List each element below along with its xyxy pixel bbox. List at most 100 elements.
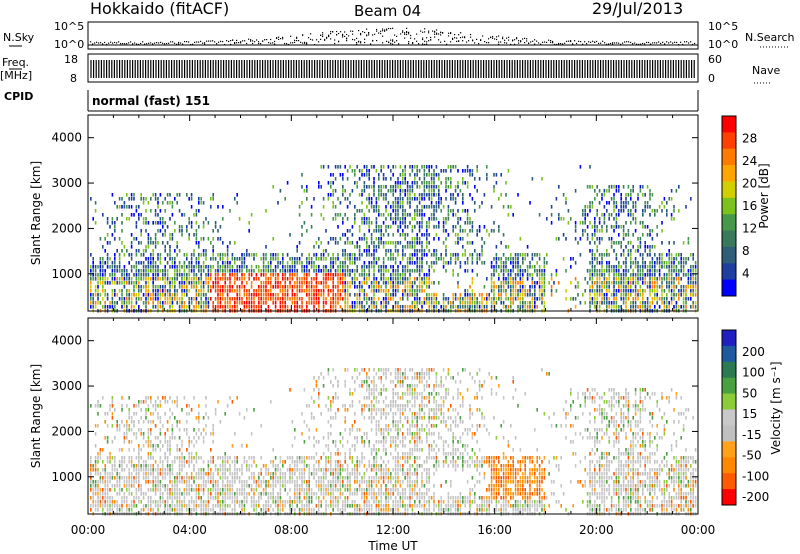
echo-cell: [390, 265, 392, 269]
noise-point: [220, 40, 222, 42]
echo-cell: [282, 253, 284, 257]
echo-cell: [423, 213, 426, 217]
echo-cell: [334, 269, 337, 273]
echo-cell: [188, 297, 190, 301]
echo-cell: [224, 305, 226, 309]
echo-cell: [234, 273, 236, 277]
echo-cell: [634, 293, 637, 297]
echo-cell: [214, 221, 217, 225]
echo-cell: [615, 221, 618, 225]
echo-cell: [375, 209, 378, 213]
echo-cell: [512, 213, 514, 217]
echo-cell: [97, 273, 99, 277]
echo-cell: [363, 293, 366, 297]
noise-point: [376, 30, 378, 32]
echo-cell: [332, 189, 334, 193]
echo-cell: [646, 281, 649, 285]
noise-point: [396, 35, 398, 37]
echo-cell: [270, 297, 272, 301]
echo-cell: [342, 217, 344, 221]
echo-cell: [634, 297, 637, 301]
echo-cell: [536, 253, 538, 257]
echo-cell: [114, 225, 116, 229]
echo-cell: [651, 257, 654, 261]
echo-cell: [142, 504, 145, 508]
echo-cell: [142, 476, 145, 480]
echo-cell: [526, 277, 529, 281]
echo-cell: [97, 400, 99, 404]
echo-cell: [368, 185, 370, 189]
echo-cell: [128, 412, 130, 416]
echo-cell: [202, 269, 205, 273]
echo-cell: [493, 185, 495, 189]
echo-cell: [188, 237, 190, 241]
echo-cell: [236, 285, 238, 289]
echo-cell: [414, 281, 416, 285]
echo-cell: [339, 297, 342, 301]
echo-cell: [106, 233, 109, 237]
echo-cell: [142, 217, 145, 221]
echo-cell: [140, 416, 142, 420]
noise-point: [204, 43, 206, 45]
echo-cell: [111, 281, 114, 285]
echo-cell: [99, 492, 102, 496]
echo-cell: [121, 205, 123, 209]
echo-cell: [445, 221, 447, 225]
echo-cell: [354, 213, 356, 217]
echo-cell: [661, 281, 663, 285]
echo-cell: [130, 269, 133, 273]
echo-cell: [140, 508, 142, 512]
echo-cell: [639, 245, 642, 249]
echo-cell: [591, 269, 594, 273]
echo-cell: [500, 281, 502, 285]
echo-cell: [142, 400, 145, 404]
echo-cell: [418, 249, 421, 253]
echo-cell: [198, 265, 200, 269]
echo-cell: [435, 193, 438, 197]
echo-cell: [121, 281, 123, 285]
echo-cell: [618, 305, 620, 309]
echo-cell: [630, 305, 632, 309]
echo-cell: [423, 165, 426, 169]
echo-cell: [159, 193, 162, 197]
echo-cell: [529, 273, 531, 277]
echo-cell: [656, 257, 658, 261]
echo-cell: [94, 273, 97, 277]
echo-cell: [368, 297, 370, 301]
echo-cell: [678, 277, 680, 281]
echo-cell: [543, 301, 546, 305]
echo-cell: [517, 269, 519, 273]
echo-cell: [627, 281, 630, 285]
echo-cell: [375, 257, 378, 261]
echo-cell: [433, 193, 435, 197]
echo-cell: [157, 257, 159, 261]
noise-point: [236, 39, 238, 41]
echo-cell: [615, 305, 618, 309]
echo-cell: [90, 265, 92, 269]
noise-point: [290, 35, 292, 37]
echo-cell: [603, 293, 606, 297]
echo-cell: [212, 249, 214, 253]
echo-cell: [507, 277, 510, 281]
echo-cell: [265, 297, 267, 301]
echo-cell: [130, 464, 133, 468]
echo-cell: [322, 289, 325, 293]
echo-cell: [238, 257, 241, 261]
echo-cell: [562, 257, 565, 261]
echo-cell: [380, 165, 382, 169]
echo-cell: [394, 281, 397, 285]
echo-cell: [385, 185, 387, 189]
echo-cell: [97, 404, 99, 408]
noise-point: [476, 38, 478, 40]
echo-cell: [109, 500, 111, 504]
echo-cell: [370, 261, 373, 265]
echo-cell: [416, 197, 418, 201]
echo-cell: [622, 225, 625, 229]
echo-cell: [440, 197, 442, 201]
noise-point: [214, 41, 216, 43]
echo-cell: [171, 293, 174, 297]
noise-point: [238, 42, 240, 44]
echo-cell: [94, 472, 97, 476]
echo-cell: [313, 305, 315, 309]
echo-cell: [118, 428, 121, 432]
